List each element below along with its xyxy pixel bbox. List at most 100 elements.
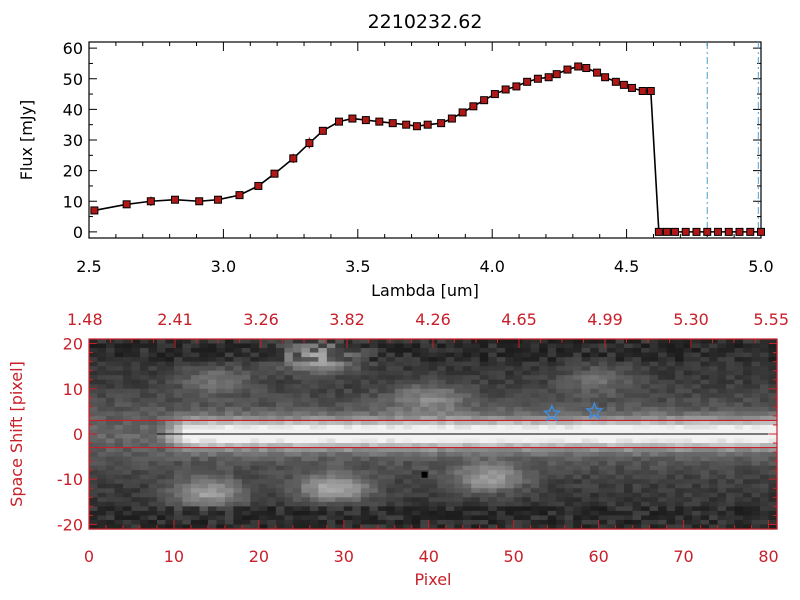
image-cell [386, 375, 396, 381]
image-cell [709, 357, 719, 363]
image-cell [598, 424, 608, 431]
image-cell [352, 357, 362, 363]
image-cell [267, 497, 277, 503]
image-cell [751, 388, 761, 394]
image-cell [156, 492, 167, 498]
image-cell [250, 352, 260, 358]
image-cell [573, 479, 583, 485]
image-cell [768, 488, 778, 494]
image-cell [335, 393, 345, 399]
image-cell [89, 393, 99, 399]
image-cell [488, 452, 498, 458]
image-cell [343, 397, 353, 403]
image-cell [207, 393, 217, 399]
image-cell [547, 456, 557, 462]
image-cell [479, 452, 489, 458]
image-cell [224, 384, 234, 390]
image-cell [641, 515, 651, 521]
image-cell [624, 357, 634, 363]
image-cell [598, 510, 608, 517]
image-cell [717, 474, 727, 480]
image-cell [182, 388, 192, 394]
image-cell [479, 501, 489, 507]
image-cell [309, 438, 319, 444]
image-cell [182, 510, 192, 517]
image-cell [275, 415, 285, 422]
image-cell [301, 524, 311, 530]
image-cell [428, 348, 438, 354]
image-cell [284, 483, 294, 489]
image-cell [692, 447, 702, 453]
image-cell [734, 515, 744, 521]
image-cell [207, 506, 217, 512]
image-cell [590, 406, 600, 412]
image-cell [360, 343, 370, 349]
image-cell [573, 429, 583, 435]
image-cell [139, 397, 150, 403]
image-cell [122, 379, 133, 385]
image-cell [250, 402, 260, 408]
image-cell [309, 470, 319, 476]
image-cell [284, 352, 294, 358]
image-cell [632, 483, 642, 489]
image-cell [233, 388, 243, 394]
image-cell [743, 501, 753, 507]
image-cell [275, 479, 285, 485]
image-cell [530, 497, 540, 503]
image-cell [624, 388, 634, 394]
image-cell [122, 375, 133, 381]
image-cell [105, 388, 116, 394]
image-cell [267, 411, 277, 417]
image-cell [598, 379, 608, 385]
image-cell [420, 479, 430, 485]
image-cell [275, 461, 285, 467]
image-cell [114, 402, 124, 408]
image-cell [683, 438, 693, 444]
image-cell [156, 393, 167, 399]
image-cell [284, 501, 294, 507]
spectrum-data-point [703, 227, 712, 236]
image-cell [666, 479, 676, 485]
image-cell [377, 488, 387, 494]
image-cell [530, 492, 540, 498]
spectrum-data-point [480, 96, 489, 105]
image-x-tick-label-4: 40 [419, 547, 439, 566]
image-cell [462, 483, 472, 489]
image-cell [369, 388, 379, 394]
image-cell [173, 375, 184, 381]
image-cell [139, 456, 150, 462]
image-cell [700, 366, 710, 372]
image-cell [420, 366, 430, 372]
image-cell [267, 352, 277, 358]
spectrum-x-axis-label: Lambda [um] [371, 281, 479, 300]
image-cell [241, 479, 251, 485]
image-cell [386, 348, 396, 354]
image-cell [148, 388, 158, 394]
image-cell [615, 424, 625, 431]
image-cell [437, 384, 447, 390]
image-cell [377, 501, 387, 507]
image-cell [343, 524, 353, 530]
image-cell [250, 424, 260, 431]
image-cell [556, 415, 566, 422]
image-cell [284, 465, 294, 471]
image-cell [250, 388, 260, 394]
image-cell [556, 510, 566, 517]
image-cell [454, 483, 464, 489]
image-cell [607, 339, 617, 345]
image-cell [403, 515, 413, 521]
image-cell [258, 402, 268, 408]
image-cell [717, 366, 727, 372]
image-cell [709, 366, 719, 372]
image-cell [97, 524, 107, 530]
image-cell [105, 420, 116, 426]
image-cell [683, 524, 693, 530]
image-cell [726, 339, 736, 345]
image-cell [403, 352, 413, 358]
image-cell [598, 406, 608, 412]
image-cell [539, 379, 549, 385]
image-cell [768, 348, 778, 354]
image-cell [632, 506, 642, 512]
image-cell [386, 361, 396, 367]
image-cell [97, 506, 107, 512]
